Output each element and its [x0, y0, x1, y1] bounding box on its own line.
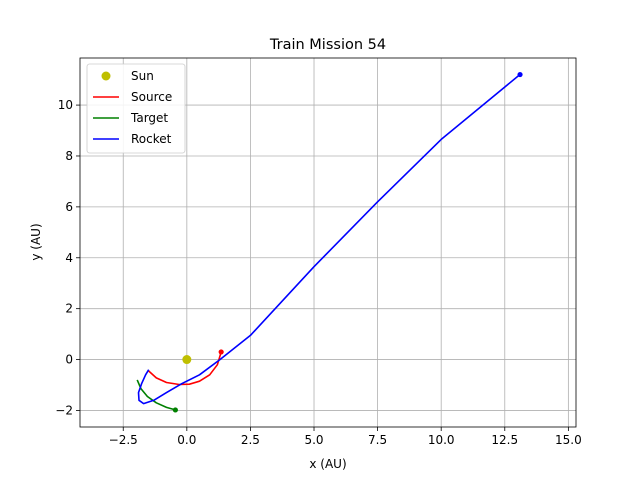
grid: [80, 58, 576, 427]
x-axis-ticks: −2.5 0.0 2.5 5.0 7.5 10.0 12.5 15.0: [109, 427, 582, 447]
legend: Sun Source Target Rocket: [86, 63, 186, 154]
x-tick-label: 2.5: [241, 433, 260, 447]
chart-title: Train Mission 54: [269, 37, 386, 53]
series-line-source: [148, 351, 222, 386]
x-tick-label: −2.5: [109, 433, 138, 447]
series-line-target: [136, 379, 176, 411]
x-tick-label: 7.5: [368, 433, 387, 447]
legend-swatch-sun: [101, 71, 111, 81]
x-tick-label: 12.5: [491, 433, 518, 447]
series-end-point-source: [218, 349, 224, 355]
series-end-point-rocket: [517, 71, 523, 78]
x-axis-label: x (AU): [309, 457, 346, 471]
y-tick-label: −2: [55, 403, 73, 417]
x-tick-label: 0.0: [177, 433, 196, 447]
plot-frame: [79, 57, 577, 428]
y-tick-label: 4: [65, 251, 73, 265]
x-tick-label: 15.0: [555, 433, 582, 447]
x-tick-label: 10.0: [428, 433, 455, 447]
series-end-point-target: [172, 407, 178, 413]
y-axis-ticks: −2 0 2 4 6 8 10: [55, 98, 80, 417]
legend-box: [86, 63, 186, 154]
series-line-rocket: [137, 73, 521, 405]
sun-point: [182, 355, 192, 365]
y-tick-label: 0: [65, 353, 73, 367]
y-tick-label: 10: [58, 98, 73, 112]
plot-area: [136, 71, 523, 413]
legend-label-rocket: Rocket: [131, 132, 172, 146]
legend-label-target: Target: [130, 111, 168, 125]
y-tick-label: 2: [65, 302, 73, 316]
x-tick-label: 5.0: [304, 433, 323, 447]
legend-label-sun: Sun: [131, 69, 154, 83]
y-tick-label: 6: [65, 200, 73, 214]
y-tick-label: 8: [65, 149, 73, 163]
y-axis-label: y (AU): [29, 223, 43, 260]
legend-label-source: Source: [131, 90, 172, 104]
